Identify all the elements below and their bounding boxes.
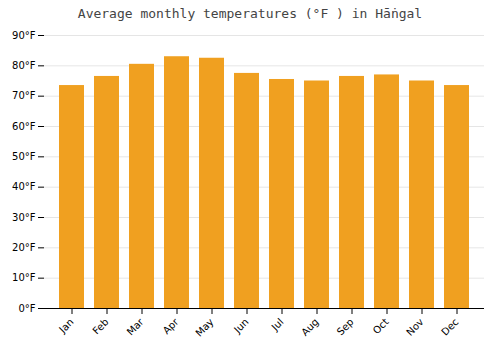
svg-text:30°F: 30°F [12,212,36,223]
svg-text:20°F: 20°F [12,242,36,253]
svg-text:60°F: 60°F [12,121,36,132]
svg-text:50°F: 50°F [12,151,36,162]
svg-text:Nov: Nov [404,316,426,338]
svg-text:10°F: 10°F [12,272,36,283]
svg-text:40°F: 40°F [12,181,36,192]
svg-text:Sep: Sep [335,316,356,337]
svg-text:May: May [193,316,215,338]
svg-text:0°F: 0°F [18,303,35,314]
svg-text:Feb: Feb [90,316,110,336]
svg-text:90°F: 90°F [12,30,36,41]
svg-text:Jul: Jul [269,316,286,333]
html-text:Average monthly temperatures (: Average monthly temperatures (°F ) in Hā… [77,6,423,21]
svg-text:Jun: Jun [231,316,251,336]
svg-text:Apr: Apr [161,316,182,337]
svg-text:Aug: Aug [299,316,321,338]
svg-text:80°F: 80°F [12,60,36,71]
svg-text:Dec: Dec [439,316,460,337]
svg-text:Mar: Mar [125,316,147,338]
svg-text:70°F: 70°F [12,90,36,101]
svg-text:Oct: Oct [371,316,391,336]
svg-text:Jan: Jan [56,316,75,335]
